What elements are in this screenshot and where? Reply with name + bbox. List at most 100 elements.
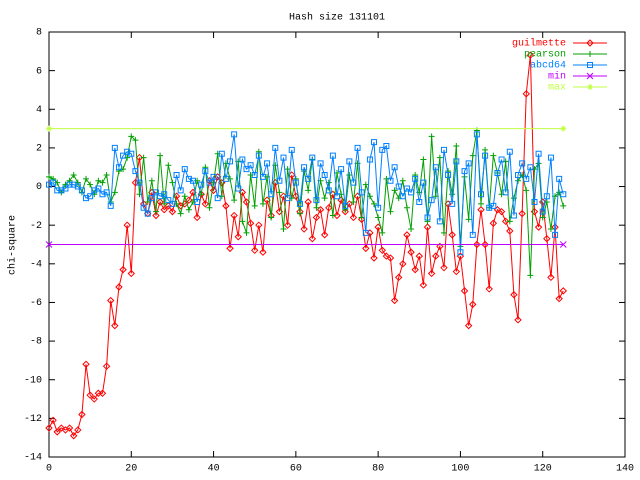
point — [115, 283, 123, 291]
point — [420, 179, 427, 186]
point — [510, 291, 518, 299]
point — [132, 168, 139, 175]
point — [214, 195, 221, 202]
point — [313, 197, 320, 204]
point — [168, 207, 177, 216]
point — [202, 164, 209, 171]
point — [370, 254, 378, 262]
point — [157, 152, 164, 159]
y-tick-label: -10 — [24, 375, 42, 386]
point — [280, 226, 287, 233]
point — [268, 214, 275, 221]
x-tick-label: 60 — [290, 464, 302, 475]
point — [148, 195, 155, 202]
point — [387, 177, 394, 184]
point — [181, 166, 188, 173]
legend-label: min — [548, 71, 566, 83]
point — [428, 133, 435, 140]
point — [156, 198, 164, 206]
point — [478, 200, 484, 207]
point — [280, 154, 287, 161]
point — [226, 244, 234, 253]
point — [45, 241, 53, 248]
point — [49, 416, 57, 425]
point — [464, 321, 473, 330]
point — [379, 146, 386, 153]
point — [362, 244, 370, 253]
y-tick-label: 4 — [36, 105, 42, 116]
point — [333, 211, 341, 220]
x-tick-label: 80 — [372, 464, 384, 475]
point — [358, 189, 365, 196]
y-tick-label: 2 — [36, 144, 42, 155]
point — [316, 206, 325, 214]
point — [321, 195, 328, 202]
x-tick-label: 20 — [125, 464, 137, 475]
point — [177, 187, 184, 194]
point — [412, 175, 419, 182]
point — [218, 150, 225, 157]
point — [346, 171, 353, 178]
point — [301, 164, 308, 171]
point — [83, 195, 90, 202]
point — [465, 216, 472, 223]
point — [202, 168, 209, 175]
point — [403, 185, 410, 192]
point — [395, 273, 403, 282]
point — [559, 241, 567, 248]
point — [362, 229, 369, 236]
point — [296, 210, 303, 217]
point — [160, 206, 168, 214]
point — [535, 150, 542, 157]
point — [161, 200, 168, 207]
point — [115, 168, 122, 175]
point — [46, 181, 52, 188]
y-tick-label: -14 — [24, 453, 42, 464]
point — [482, 152, 489, 159]
point — [115, 164, 122, 171]
point — [345, 200, 354, 208]
point — [111, 321, 119, 330]
legend-marker — [587, 84, 593, 90]
point — [408, 226, 415, 233]
point — [98, 389, 107, 397]
point — [78, 410, 86, 419]
point — [419, 281, 428, 289]
y-axis-label: chi-square — [7, 215, 19, 275]
point — [288, 146, 295, 153]
point — [283, 221, 292, 229]
point — [222, 202, 230, 210]
point — [346, 158, 353, 165]
point — [498, 156, 505, 163]
point — [99, 191, 106, 198]
point — [152, 189, 159, 196]
point — [399, 177, 406, 184]
point — [543, 193, 550, 200]
point — [321, 171, 328, 178]
point — [338, 166, 345, 173]
point — [185, 196, 193, 204]
point — [317, 160, 324, 167]
point — [325, 187, 332, 194]
point — [539, 214, 546, 221]
point — [127, 269, 135, 278]
point — [436, 218, 443, 225]
point — [152, 211, 160, 220]
point — [69, 432, 78, 440]
point — [452, 267, 461, 276]
point — [526, 51, 535, 59]
point — [235, 185, 242, 192]
point — [349, 213, 358, 222]
point — [251, 202, 258, 209]
point — [239, 218, 246, 225]
point — [556, 175, 563, 182]
point — [111, 189, 118, 196]
point — [424, 214, 431, 221]
point — [275, 207, 284, 216]
point — [399, 193, 406, 200]
point — [243, 166, 250, 173]
point — [342, 206, 349, 213]
point — [94, 389, 103, 397]
point — [313, 204, 320, 211]
